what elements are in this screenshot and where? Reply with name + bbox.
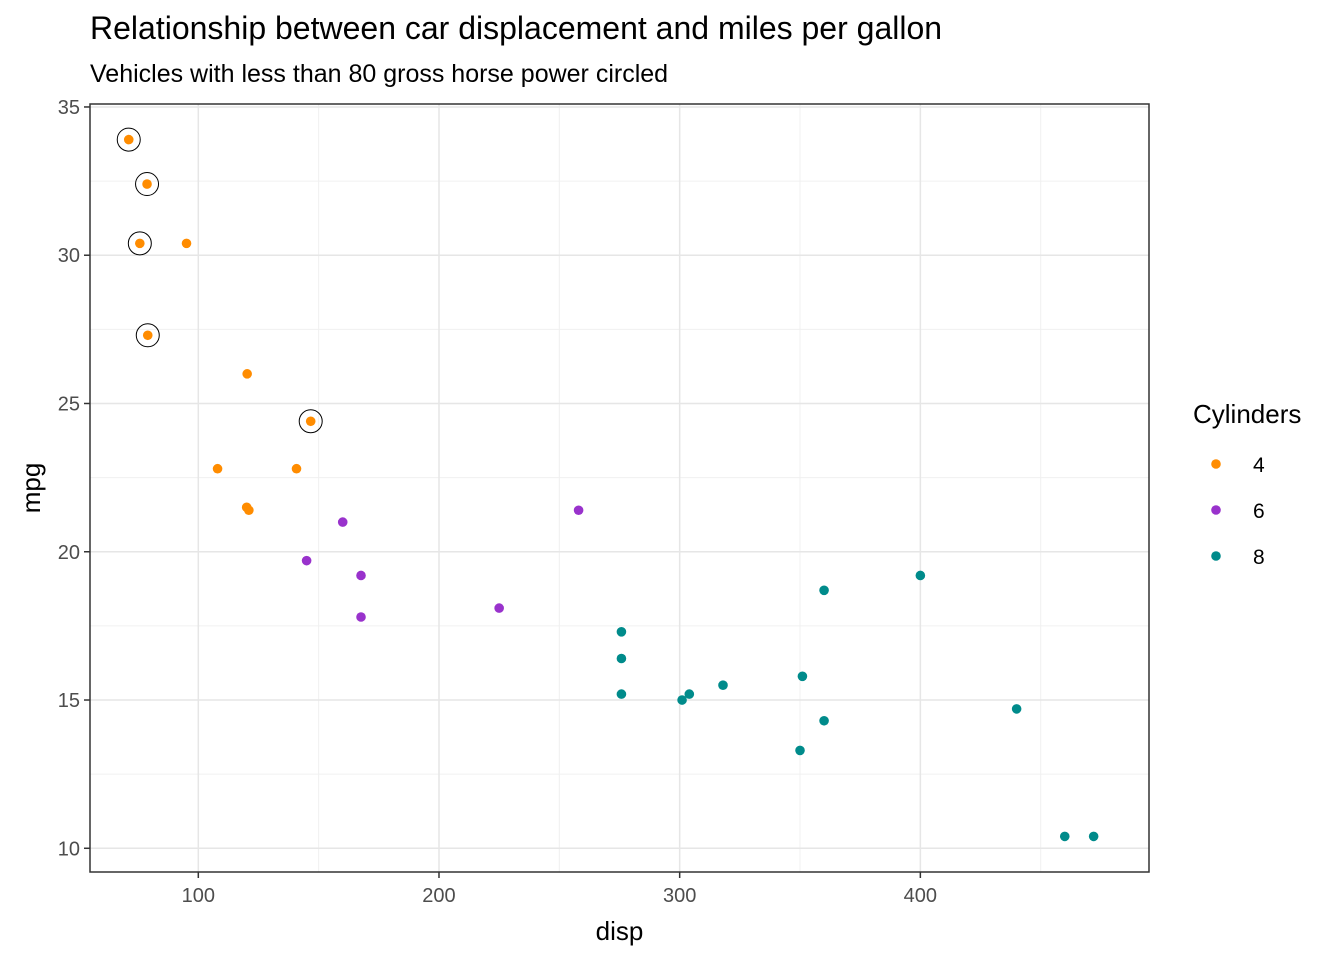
x-tick-label: 400: [904, 885, 937, 907]
data-point-cyl-4: [142, 179, 152, 189]
x-tick-label: 200: [422, 885, 455, 907]
data-point-cyl-4: [123, 134, 134, 145]
data-point-cyl-6: [301, 555, 312, 566]
data-point-cyl-8: [915, 570, 926, 581]
y-tick-label: 35: [58, 97, 80, 119]
data-point-cyl-8: [616, 627, 627, 637]
data-point-cyl-4: [142, 330, 153, 341]
y-tick-label: 25: [58, 393, 80, 415]
y-axis-label: mpg: [16, 463, 46, 514]
legend-title: Cylinders: [1193, 399, 1301, 429]
grid-lines: [90, 104, 1149, 872]
chart-title: Relationship between car displacement an…: [90, 10, 943, 46]
data-point-cyl-8: [797, 671, 808, 682]
legend-key-8: [1211, 551, 1221, 561]
data-point-cyl-8: [819, 715, 829, 726]
data-point-cyl-6: [356, 570, 366, 581]
data-point-cyl-8: [1088, 831, 1099, 842]
legend-label-6: 6: [1253, 500, 1265, 523]
x-tick-label: 300: [663, 885, 696, 907]
low-hp-highlight-ring: [135, 172, 160, 197]
data-point-cyl-4: [244, 505, 254, 516]
data-point-cyl-6: [337, 517, 348, 527]
data-point-cyl-8: [684, 689, 695, 699]
legend-label-8: 8: [1253, 546, 1265, 569]
legend-key-6: [1211, 505, 1221, 515]
x-tick-label: 100: [182, 885, 215, 907]
axes: 100 200 300 400 10 15 20 25 30 35: [58, 97, 937, 907]
data-point-cyl-8: [819, 585, 829, 596]
data-point-cyl-4: [242, 369, 252, 379]
data-point-cyl-6: [494, 603, 504, 613]
x-axis-label: disp: [596, 916, 644, 946]
plot-panel-border: [89, 103, 1150, 873]
data-point-cyl-4: [212, 463, 223, 474]
legend-label-4: 4: [1253, 454, 1265, 477]
data-point-cyl-4: [135, 238, 145, 249]
data-points: [116, 127, 1099, 842]
data-point-cyl-4: [305, 416, 316, 427]
data-point-cyl-8: [616, 689, 627, 699]
low-hp-highlight-ring: [127, 231, 152, 256]
legend: Cylinders 4 6 8: [1193, 399, 1301, 569]
data-point-cyl-8: [1011, 704, 1022, 714]
data-point-cyl-4: [181, 238, 192, 249]
chart-subtitle: Vehicles with less than 80 gross horse p…: [90, 60, 669, 88]
data-point-cyl-8: [1059, 831, 1070, 842]
data-point-cyl-8: [616, 653, 627, 664]
legend-key-4: [1211, 459, 1221, 469]
y-tick-label: 30: [58, 245, 80, 267]
low-hp-highlight-ring: [116, 127, 141, 152]
data-point-cyl-8: [677, 695, 687, 705]
y-tick-label: 20: [58, 542, 80, 564]
data-point-cyl-6: [573, 505, 584, 516]
low-hp-highlight-ring: [298, 409, 323, 434]
y-tick-label: 15: [58, 690, 80, 712]
data-point-cyl-8: [718, 680, 728, 690]
data-point-cyl-6: [356, 612, 366, 622]
low-hp-highlight-ring: [135, 323, 160, 348]
y-tick-label: 10: [58, 838, 80, 860]
data-point-cyl-4: [291, 463, 302, 474]
data-point-cyl-8: [795, 745, 805, 756]
